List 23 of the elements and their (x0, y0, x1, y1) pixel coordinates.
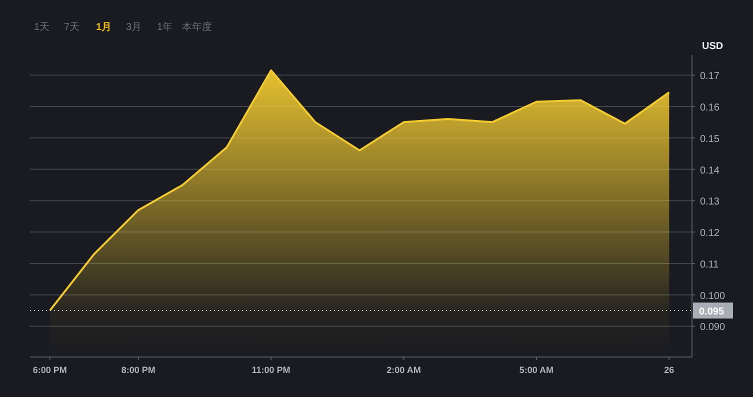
text: 1天 (34, 22, 50, 33)
text: 3月 (126, 22, 142, 33)
x-tick-label: 5:00 AM (519, 365, 554, 375)
x-tick-label: 2:00 AM (386, 365, 421, 375)
y-tick-label: 0.16 (700, 102, 720, 114)
y-tick-label: 0.11 (700, 259, 720, 270)
ref-line-label: 0.095 (699, 306, 724, 318)
y-tick-label: 0.15 (700, 134, 720, 145)
y-tick-label: 0.12 (700, 228, 720, 240)
y-tick-label: 0.100 (700, 290, 726, 302)
y-tick-label: 0.090 (700, 322, 726, 334)
y-tick-label: 0.13 (700, 196, 720, 208)
x-tick-label: 8:00 PM (121, 365, 156, 375)
y-axis-title: USD (702, 41, 724, 52)
y-tick-label: 0.14 (700, 165, 720, 176)
y-tick-label: 0.17 (700, 71, 720, 82)
text: 7天 (64, 22, 80, 33)
x-tick-label: 6:00 PM (32, 365, 67, 375)
x-tick-label: 26 (664, 365, 674, 375)
text: 1月 (96, 22, 112, 33)
text: 本年度 (182, 21, 212, 33)
text: 1年 (157, 21, 173, 33)
x-tick-label: 11:00 PM (252, 365, 290, 375)
